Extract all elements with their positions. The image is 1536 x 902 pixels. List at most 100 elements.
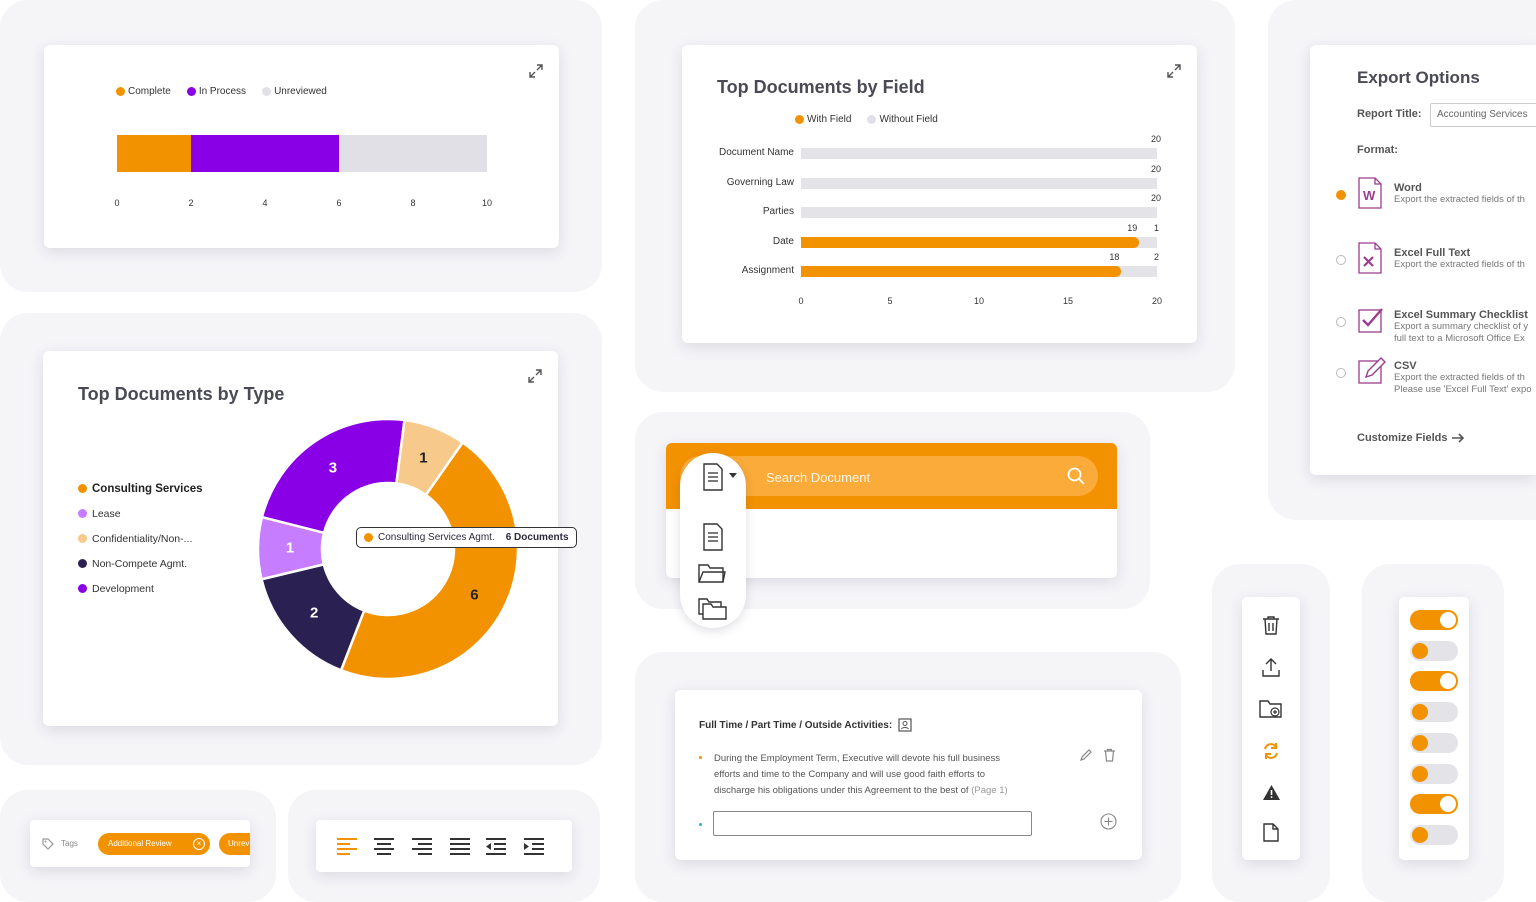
clause-text-line: discharge his obligations under this Agr…	[714, 785, 969, 796]
toggle-knob	[1440, 796, 1456, 813]
excel-file-icon	[1358, 242, 1382, 274]
report-title-input[interactable]: Accounting Services	[1430, 103, 1536, 127]
bar-background[interactable]	[801, 177, 1157, 189]
indent-icon[interactable]	[524, 838, 544, 855]
add-circle-icon[interactable]	[1100, 813, 1117, 830]
action-toolbar	[1242, 597, 1300, 860]
legend-item[interactable]: Confidentiality/Non-...	[78, 526, 203, 551]
bar-background[interactable]	[801, 207, 1157, 218]
category-label: Assignment	[741, 265, 794, 276]
legend-label: With Field	[807, 114, 852, 125]
format-radio-excel-summary-checklist[interactable]	[1336, 317, 1346, 327]
document-type-dropdown[interactable]	[680, 453, 746, 628]
legend-item[interactable]: Consulting Services	[78, 476, 203, 501]
format-label: Format:	[1357, 144, 1398, 156]
pencil-icon[interactable]	[1079, 748, 1093, 762]
toggle-switch[interactable]	[1410, 763, 1458, 784]
toggle-switch[interactable]	[1410, 610, 1458, 630]
bar-with-field[interactable]	[801, 266, 1122, 277]
trash-icon[interactable]	[1262, 615, 1280, 635]
tag-chip[interactable]: Additional Review ×	[98, 833, 210, 855]
new-entry-input[interactable]	[713, 811, 1032, 836]
expand-icon[interactable]	[527, 368, 543, 384]
bar-segment-complete[interactable]	[117, 135, 191, 172]
edit-file-icon	[1358, 357, 1386, 384]
format-option[interactable]: Excel Full Text Export the extracted fiel…	[1394, 247, 1525, 271]
expand-icon[interactable]	[1166, 63, 1182, 79]
bar-background[interactable]	[801, 148, 1157, 159]
align-justify-icon[interactable]	[450, 838, 470, 855]
align-left-icon[interactable]	[337, 838, 357, 855]
legend-label: Confidentiality/Non-...	[92, 532, 193, 545]
clause-heading-text: Full Time / Part Time / Outside Activiti…	[699, 719, 893, 731]
svg-text:W: W	[1363, 188, 1376, 203]
chevron-down-icon[interactable]	[729, 473, 737, 479]
donut-slice[interactable]	[260, 417, 406, 535]
category-label: Parties	[762, 206, 794, 217]
toggle-switch[interactable]	[1410, 824, 1458, 845]
x-tick-label: 10	[973, 296, 985, 306]
trash-icon[interactable]	[1103, 748, 1116, 762]
search-card: Search Document	[666, 443, 1117, 628]
value-label: 20	[1151, 134, 1162, 144]
clause-text-line: efforts and time to the Company and will…	[714, 769, 986, 780]
search-bar[interactable]: Search Document	[680, 456, 1098, 496]
align-right-icon[interactable]	[412, 838, 432, 855]
bar-segment-unreviewed[interactable]	[339, 135, 487, 172]
folders-icon[interactable]	[698, 596, 728, 620]
legend-color-dot	[78, 484, 87, 493]
outdent-icon[interactable]	[486, 838, 506, 855]
format-radio-word[interactable]	[1336, 190, 1346, 200]
report-title-value: Accounting Services	[1437, 109, 1528, 120]
x-tick-label: 0	[114, 198, 120, 208]
legend-item: Complete	[116, 86, 171, 97]
toggle-switch[interactable]	[1410, 702, 1458, 723]
upload-icon[interactable]	[1262, 657, 1280, 677]
id-card-icon[interactable]	[898, 718, 912, 732]
warning-icon[interactable]	[1262, 784, 1281, 801]
align-center-icon[interactable]	[374, 838, 394, 855]
format-option[interactable]: CSV Export the extracted fields of th Plea…	[1394, 360, 1532, 396]
bar-with-field[interactable]	[801, 236, 1140, 248]
toggle-switch[interactable]	[1410, 794, 1458, 815]
type-chart-card: Top Documents by Type Consulting Service…	[43, 351, 577, 726]
legend-item[interactable]: Development	[78, 576, 203, 601]
document-icon[interactable]	[702, 523, 724, 551]
legend-item: In Process	[186, 86, 246, 97]
format-option-name: Excel Summary Checklist	[1394, 309, 1528, 321]
bar-segment-in-process[interactable]	[191, 135, 339, 172]
folder-add-icon[interactable]	[1259, 699, 1283, 719]
alignment-toolbar	[316, 820, 572, 872]
legend-color-dot	[867, 115, 877, 124]
legend-item[interactable]: Lease	[78, 501, 203, 526]
search-icon[interactable]	[1066, 466, 1086, 486]
search-input[interactable]: Search Document	[766, 470, 871, 485]
close-icon[interactable]: ×	[193, 838, 205, 850]
slice-value-label: 6	[470, 586, 479, 604]
folder-icon[interactable]	[698, 562, 726, 584]
toggle-switch[interactable]	[1410, 640, 1458, 661]
format-option-description: full text to a Microsoft Office Ex	[1394, 333, 1525, 344]
format-radio-excel-full-text[interactable]	[1336, 255, 1346, 265]
toggle-switch[interactable]	[1410, 671, 1458, 692]
legend-color-dot	[262, 87, 272, 96]
field-chart-card: Top Documents by Field With Field Without…	[682, 45, 1197, 343]
bullet-dot	[699, 756, 702, 759]
document-icon[interactable]	[702, 463, 724, 491]
file-icon[interactable]	[1263, 823, 1279, 842]
customize-fields-link[interactable]: Customize Fields	[1357, 432, 1465, 444]
legend-color-dot	[116, 87, 125, 96]
donut-slice[interactable]	[394, 418, 465, 497]
page-reference-link[interactable]: (Page 1)	[971, 785, 1008, 796]
expand-icon[interactable]	[528, 63, 544, 79]
type-legend: Consulting Services Lease Confidentiality/…	[78, 476, 203, 601]
toggle-switch[interactable]	[1410, 732, 1458, 753]
format-option[interactable]: Word Export the extracted fields of th	[1394, 182, 1525, 206]
tag-chip[interactable]: Unrev	[219, 833, 250, 855]
sync-icon[interactable]	[1262, 742, 1280, 760]
format-option[interactable]: Excel Summary Checklist Export a summary …	[1394, 309, 1528, 345]
legend-item[interactable]: Non-Compete Agmt.	[78, 551, 203, 576]
format-radio-csv[interactable]	[1336, 368, 1346, 378]
toggle-knob	[1412, 704, 1428, 721]
legend-item: Unreviewed	[262, 86, 327, 97]
